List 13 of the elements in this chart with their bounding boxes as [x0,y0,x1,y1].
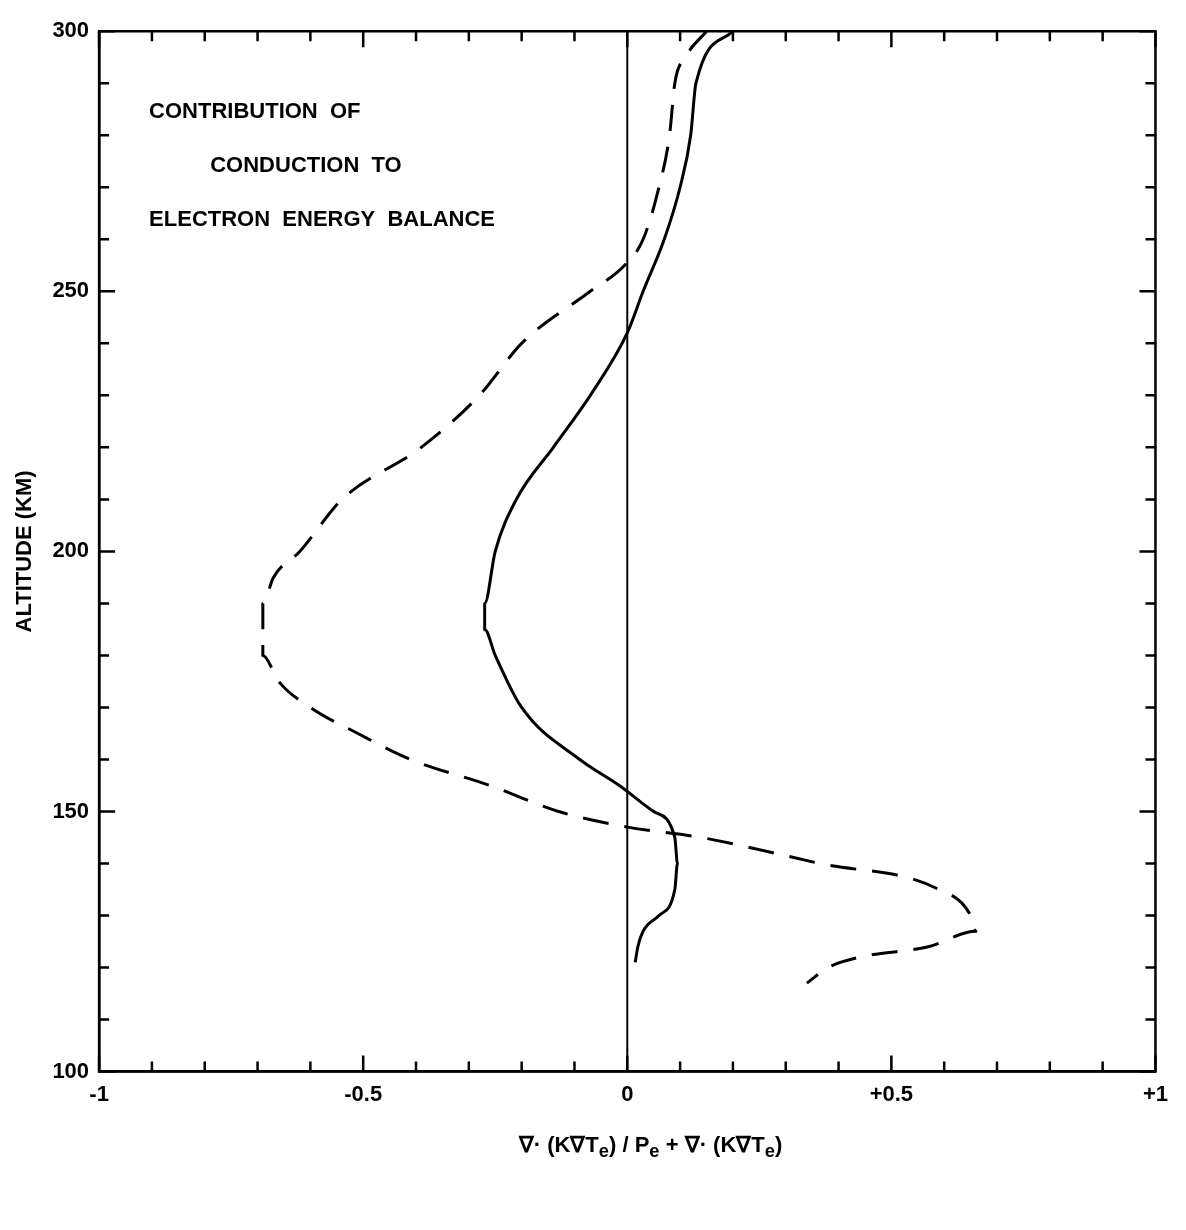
chart-title: CONTRIBUTION OF CONDUCTION TO ELECTRON ENERGY BALANCE [149,98,496,232]
y-axis-title: ALTITUDE (KM) [11,470,37,633]
x-tick-label: +0.5 [869,1080,914,1106]
y-tick-label: 200 [52,537,90,563]
x-axis-title: ∇· (K∇T$_{e}$) / P$_{e}$ + ∇· (K∇T$_{e}$) [518,1131,783,1163]
y-tick-label: 150 [52,797,90,823]
x-tick-label: +1 [1142,1080,1169,1106]
y-tick-label: 300 [52,17,90,43]
x-tick-label: 0 [621,1080,634,1106]
x-tick-label: -0.5 [344,1080,383,1106]
x-tick-label: -1 [89,1080,109,1106]
y-tick-label: 100 [52,1057,90,1083]
y-tick-label: 250 [52,277,90,303]
